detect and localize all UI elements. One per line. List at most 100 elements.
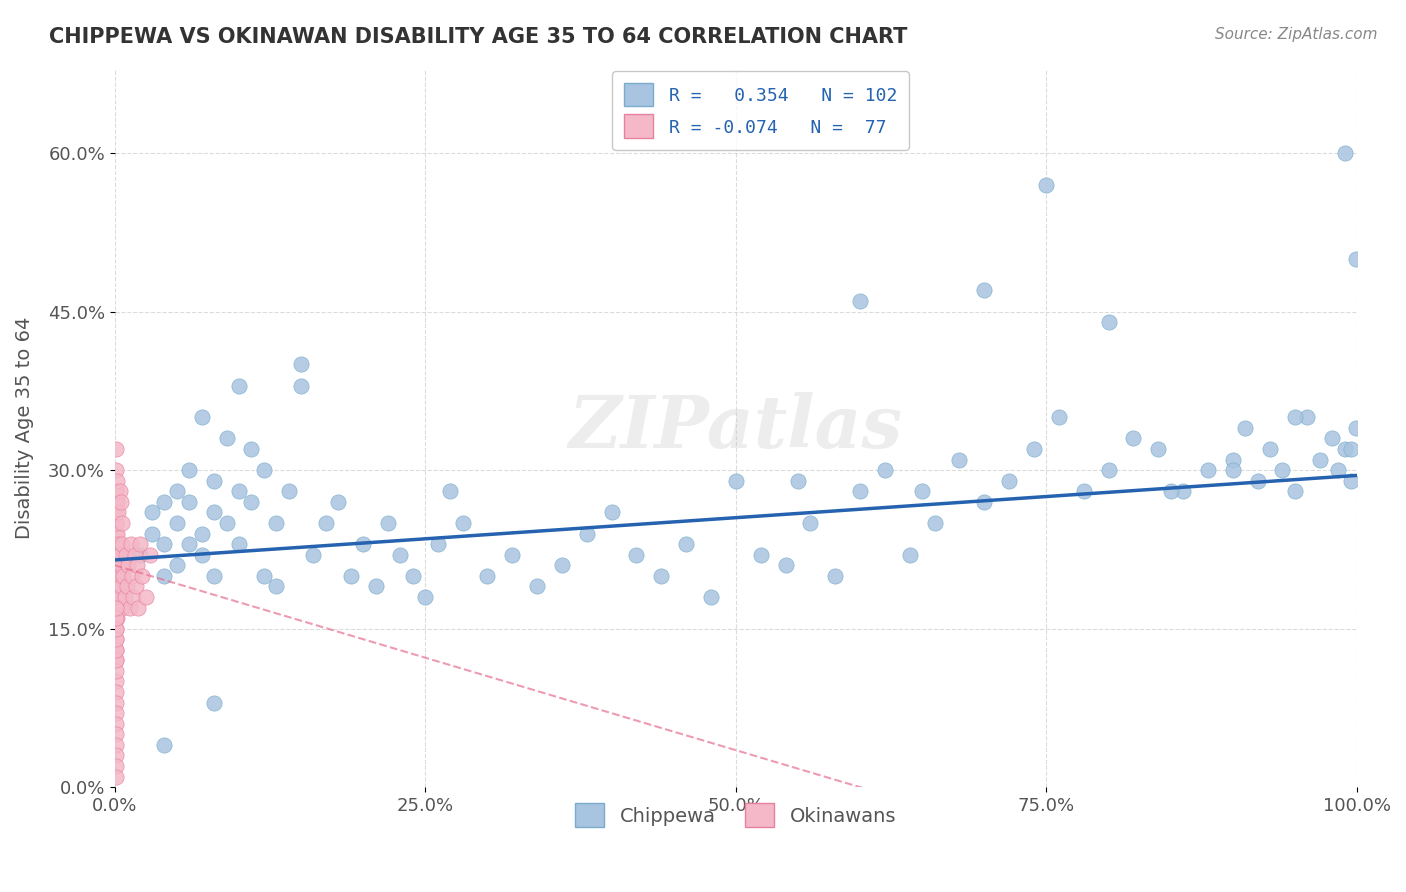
Point xyxy=(290,358,312,372)
Point xyxy=(575,526,598,541)
Point xyxy=(104,505,127,519)
Point xyxy=(112,569,135,583)
Point xyxy=(104,611,127,625)
Point xyxy=(1222,463,1244,477)
Point xyxy=(202,696,225,710)
Point xyxy=(153,537,176,551)
Point xyxy=(477,569,499,583)
Point xyxy=(110,558,132,573)
Point xyxy=(1171,484,1194,499)
Point xyxy=(1222,452,1244,467)
Point xyxy=(551,558,574,573)
Point xyxy=(650,569,672,583)
Point xyxy=(253,569,276,583)
Point xyxy=(1097,315,1119,329)
Point xyxy=(104,664,127,678)
Point xyxy=(1320,431,1343,445)
Point xyxy=(104,600,127,615)
Point xyxy=(108,569,131,583)
Point xyxy=(107,505,129,519)
Point xyxy=(107,558,129,573)
Point xyxy=(110,579,132,593)
Point xyxy=(377,516,399,530)
Point xyxy=(105,611,128,625)
Point xyxy=(127,600,149,615)
Point xyxy=(131,569,153,583)
Point xyxy=(104,632,127,647)
Point xyxy=(110,495,132,509)
Point xyxy=(799,516,821,530)
Point xyxy=(1271,463,1294,477)
Point xyxy=(166,558,188,573)
Point xyxy=(105,495,128,509)
Point xyxy=(451,516,474,530)
Point xyxy=(111,600,134,615)
Point xyxy=(1284,484,1306,499)
Point xyxy=(973,495,995,509)
Point xyxy=(775,558,797,573)
Point xyxy=(125,579,148,593)
Point xyxy=(873,463,896,477)
Point xyxy=(1047,410,1070,425)
Point xyxy=(104,579,127,593)
Point xyxy=(1122,431,1144,445)
Point xyxy=(948,452,970,467)
Point xyxy=(104,463,127,477)
Point xyxy=(153,569,176,583)
Point xyxy=(339,569,361,583)
Point xyxy=(120,537,142,551)
Point xyxy=(118,600,141,615)
Point xyxy=(240,442,263,456)
Text: ZIPatlas: ZIPatlas xyxy=(569,392,903,463)
Point xyxy=(107,600,129,615)
Point xyxy=(104,484,127,499)
Point xyxy=(315,516,337,530)
Point xyxy=(104,727,127,741)
Point xyxy=(1234,421,1257,435)
Point xyxy=(202,505,225,519)
Point xyxy=(124,548,146,562)
Point xyxy=(117,558,139,573)
Point xyxy=(105,569,128,583)
Point xyxy=(104,696,127,710)
Point xyxy=(141,505,163,519)
Point xyxy=(111,516,134,530)
Point xyxy=(104,642,127,657)
Point xyxy=(104,622,127,636)
Point xyxy=(413,590,436,604)
Point xyxy=(104,632,127,647)
Point xyxy=(153,738,176,752)
Point xyxy=(104,622,127,636)
Point xyxy=(104,759,127,773)
Point xyxy=(426,537,449,551)
Point xyxy=(114,590,136,604)
Point xyxy=(973,284,995,298)
Point xyxy=(1258,442,1281,456)
Point xyxy=(277,484,299,499)
Point xyxy=(389,548,412,562)
Point xyxy=(138,548,160,562)
Point xyxy=(1333,146,1355,161)
Point xyxy=(104,495,127,509)
Point xyxy=(600,505,623,519)
Point xyxy=(1333,442,1355,456)
Point xyxy=(675,537,697,551)
Legend: Chippewa, Okinawans: Chippewa, Okinawans xyxy=(568,796,904,835)
Point xyxy=(111,537,134,551)
Point xyxy=(179,463,201,477)
Point xyxy=(1160,484,1182,499)
Point xyxy=(179,495,201,509)
Point xyxy=(1097,463,1119,477)
Point xyxy=(1073,484,1095,499)
Point xyxy=(104,738,127,752)
Point xyxy=(153,495,176,509)
Point xyxy=(104,600,127,615)
Point xyxy=(1197,463,1219,477)
Point xyxy=(290,378,312,392)
Point xyxy=(104,642,127,657)
Point xyxy=(328,495,350,509)
Point xyxy=(104,558,127,573)
Point xyxy=(240,495,263,509)
Point xyxy=(202,569,225,583)
Point xyxy=(104,611,127,625)
